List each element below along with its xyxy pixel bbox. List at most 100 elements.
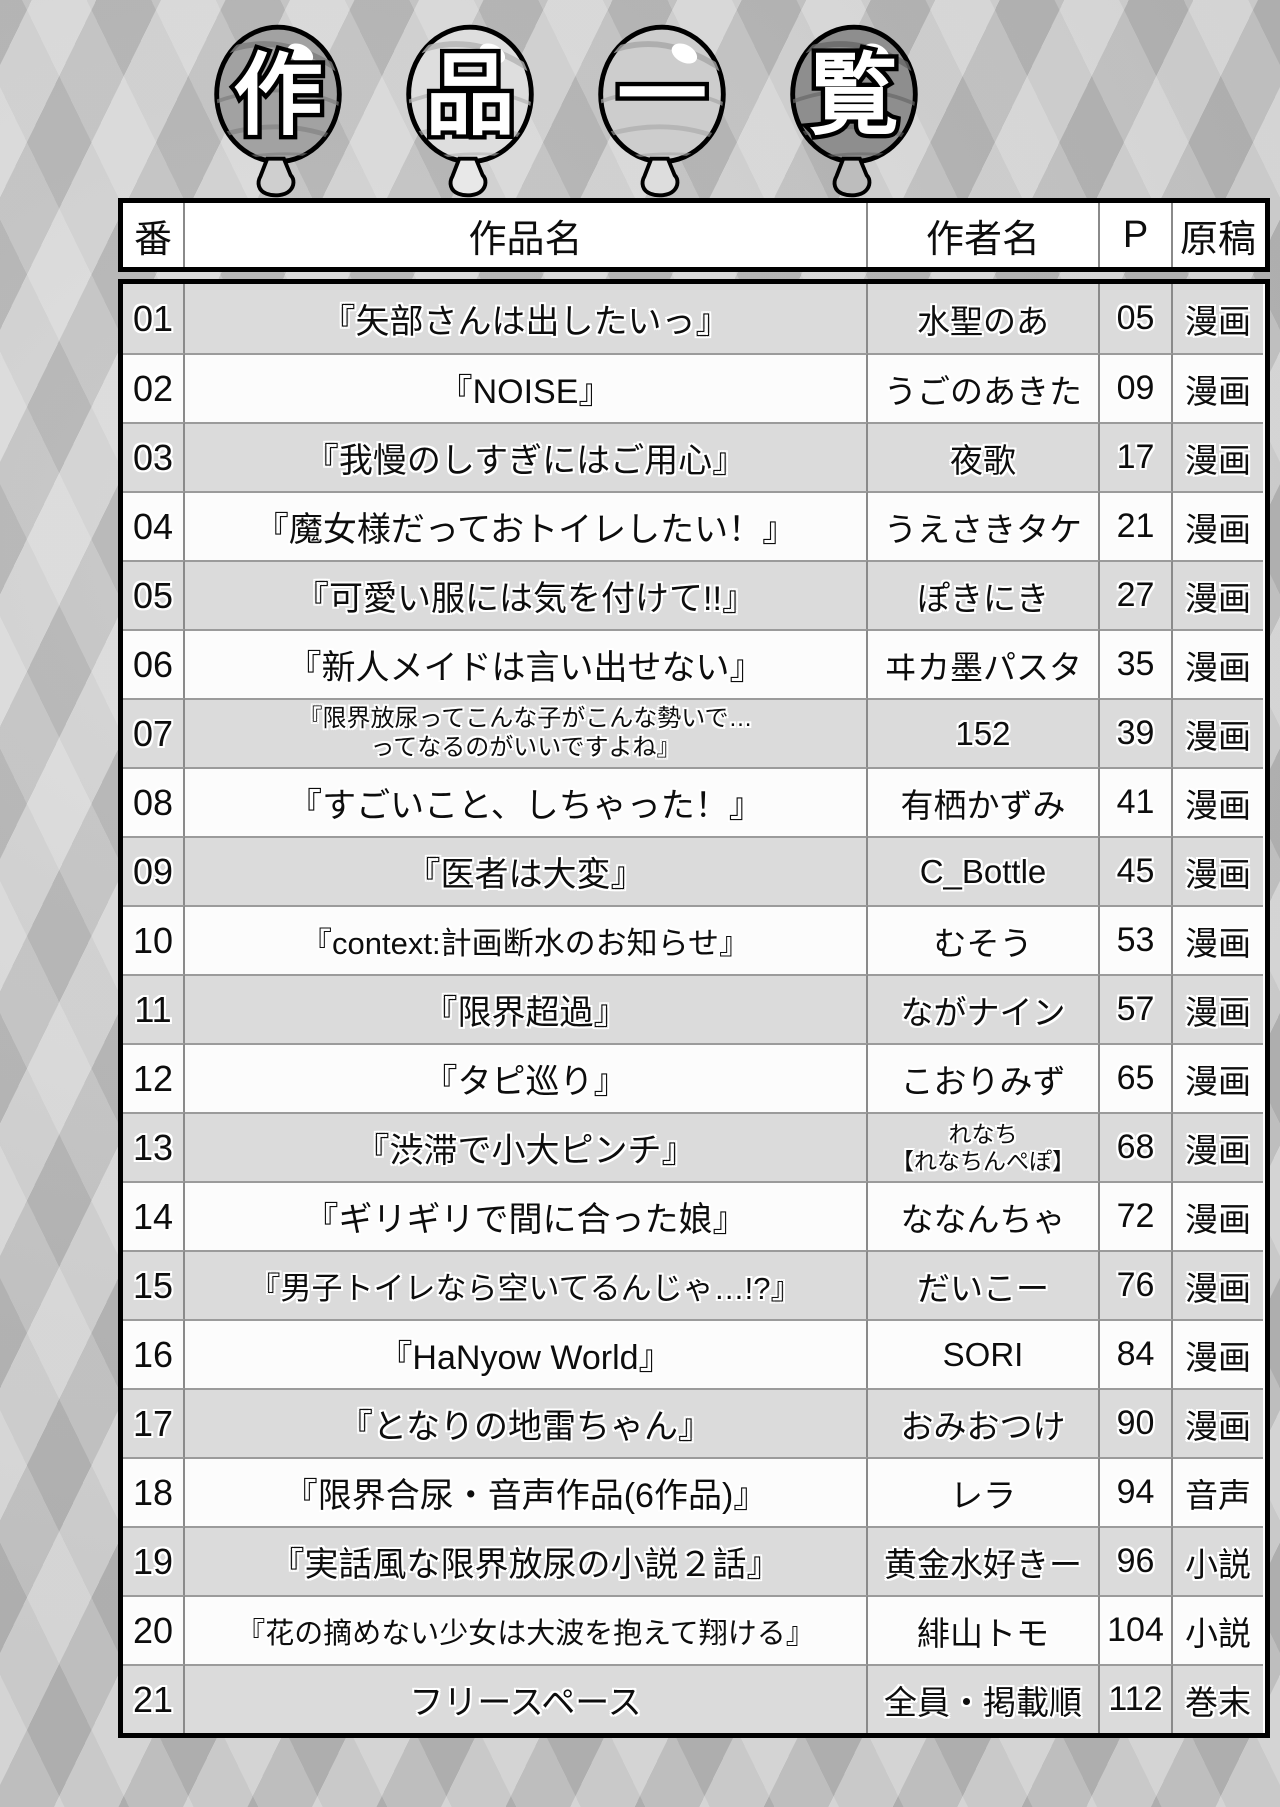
author-name: 黄金水好きー [868,1526,1100,1595]
page-number: 72 [1100,1181,1173,1250]
row-number: 09 [123,836,185,905]
author-name: むそう [868,905,1100,974]
manuscript-type: 漫画 [1173,698,1263,767]
author-name: 有栖かずみ [868,767,1100,836]
work-title: 『限界合尿・音声作品(6作品)』 [185,1457,868,1526]
page-number: 68 [1100,1112,1173,1181]
manuscript-type: 漫画 [1173,1112,1263,1181]
manuscript-type: 漫画 [1173,1388,1263,1457]
column-header-page: P [1100,203,1173,267]
author-name: C_Bottle [868,836,1100,905]
page-number: 41 [1100,767,1173,836]
work-title: 『新人メイドは言い出せない』 [185,629,868,698]
manuscript-type: 漫画 [1173,1319,1263,1388]
page-number: 09 [1100,353,1173,422]
work-title: 『となりの地雷ちゃん』 [185,1388,868,1457]
page-number: 84 [1100,1319,1173,1388]
work-title: 『矢部さんは出したいっ』 [185,284,868,353]
manuscript-type: 漫画 [1173,629,1263,698]
page-number: 35 [1100,629,1173,698]
table-row: 14 『ギリギリで間に合った娘』 ななんちゃ 72 漫画 [123,1181,1265,1250]
row-number: 20 [123,1595,185,1664]
water-balloon-icon: 一 [598,24,726,198]
manuscript-type: 小説 [1173,1526,1263,1595]
page-number: 53 [1100,905,1173,974]
table-row: 01 『矢部さんは出したいっ』 水聖のあ 05 漫画 [123,284,1265,353]
manuscript-type: 漫画 [1173,1250,1263,1319]
table-row: 12 『タピ巡り』 こおりみず 65 漫画 [123,1043,1265,1112]
work-title: 『ギリギリで間に合った娘』 [185,1181,868,1250]
work-title: 『花の摘めない少女は大波を抱えて翔ける』 [185,1595,868,1664]
row-number: 17 [123,1388,185,1457]
author-name: SORI [868,1319,1100,1388]
works-table: 番 作品名 作者名 P 原稿 01 『矢部さんは出したいっ』 水聖のあ 05 漫… [118,198,1270,1738]
row-number: 07 [123,698,185,767]
work-title: 『魔女様だっておトイレしたい！』 [185,491,868,560]
manuscript-type: 漫画 [1173,905,1263,974]
row-number: 10 [123,905,185,974]
manuscript-type: 漫画 [1173,491,1263,560]
page-number: 45 [1100,836,1173,905]
table-row: 11 『限界超過』 ながナイン 57 漫画 [123,974,1265,1043]
row-number: 14 [123,1181,185,1250]
row-number: 03 [123,422,185,491]
table-row: 15 『男子トイレなら空いてるんじゃ…!?』 だいこー 76 漫画 [123,1250,1265,1319]
author-name: うえさきタケ [868,491,1100,560]
table-row: 20 『花の摘めない少女は大波を抱えて翔ける』 緋山トモ 104 小説 [123,1595,1265,1664]
column-header-author: 作者名 [868,203,1100,267]
work-title: 『限界放尿ってこんな子がこんな勢いで… ってなるのがいいですよね』 [185,698,868,767]
author-name: ぽきにき [868,560,1100,629]
table-header-row: 番 作品名 作者名 P 原稿 [118,198,1270,272]
manuscript-type: 音声 [1173,1457,1263,1526]
table-row: 16 『HaNyow World』 SORI 84 漫画 [123,1319,1265,1388]
table-row: 19 『実話風な限界放尿の小説２話』 黄金水好きー 96 小説 [123,1526,1265,1595]
column-header-type: 原稿 [1173,203,1263,267]
page-number: 96 [1100,1526,1173,1595]
author-name: ながナイン [868,974,1100,1043]
page-number: 65 [1100,1043,1173,1112]
column-header-number: 番 [123,203,185,267]
page-number: 76 [1100,1250,1173,1319]
row-number: 12 [123,1043,185,1112]
page-number: 05 [1100,284,1173,353]
water-balloon-icon: 品 [406,24,534,198]
manuscript-type: 漫画 [1173,1043,1263,1112]
table-row: 02 『NOISE』 うごのあきた 09 漫画 [123,353,1265,422]
title-char: 覧 [809,46,899,146]
author-name: だいこー [868,1250,1100,1319]
work-title: 『男子トイレなら空いてるんじゃ…!?』 [185,1250,868,1319]
work-title: 『渋滞で小大ピンチ』 [185,1112,868,1181]
author-name: ヰカ墨パスタ [868,629,1100,698]
author-name: 水聖のあ [868,284,1100,353]
page-title: 作 品 一 [205,16,927,202]
manuscript-type: 漫画 [1173,284,1263,353]
row-number: 02 [123,353,185,422]
row-number: 05 [123,560,185,629]
water-balloon-icon: 作 [214,24,342,198]
page-number: 21 [1100,491,1173,560]
manuscript-type: 漫画 [1173,422,1263,491]
author-name: 152 [868,698,1100,767]
page-number: 104 [1100,1595,1173,1664]
author-name: おみおつけ [868,1388,1100,1457]
table-body: 01 『矢部さんは出したいっ』 水聖のあ 05 漫画 02 『NOISE』 うご… [118,279,1270,1738]
row-number: 11 [123,974,185,1043]
manuscript-type: 巻末 [1173,1664,1263,1733]
row-number: 16 [123,1319,185,1388]
table-row: 09 『医者は大変』 C_Bottle 45 漫画 [123,836,1265,905]
table-row: 03 『我慢のしすぎにはご用心』 夜歌 17 漫画 [123,422,1265,491]
work-title: 『我慢のしすぎにはご用心』 [185,422,868,491]
water-balloon-icon: 覧 [790,24,918,198]
manuscript-type: 漫画 [1173,767,1263,836]
table-row: 04 『魔女様だっておトイレしたい！』 うえさきタケ 21 漫画 [123,491,1265,560]
author-name: うごのあきた [868,353,1100,422]
table-row: 18 『限界合尿・音声作品(6作品)』 レラ 94 音声 [123,1457,1265,1526]
work-title: 『実話風な限界放尿の小説２話』 [185,1526,868,1595]
manuscript-type: 漫画 [1173,353,1263,422]
author-name: ななんちゃ [868,1181,1100,1250]
row-number: 13 [123,1112,185,1181]
work-title: 『context:計画断水のお知らせ』 [185,905,868,974]
work-title: 『HaNyow World』 [185,1319,868,1388]
page-number: 90 [1100,1388,1173,1457]
